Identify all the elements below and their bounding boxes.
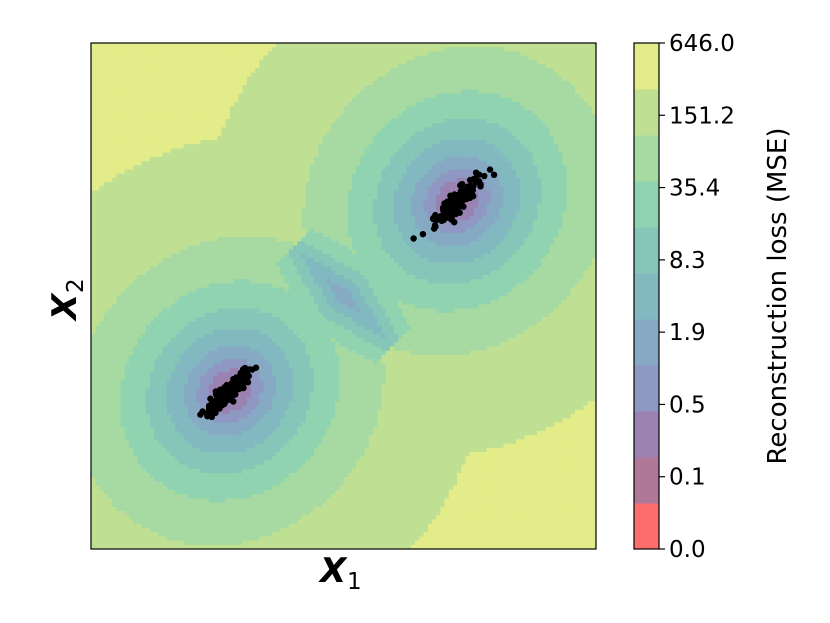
data-point: [226, 393, 233, 401]
data-point: [490, 171, 498, 179]
data-point: [208, 413, 216, 421]
data-point: [450, 203, 457, 211]
data-point: [205, 407, 213, 414]
data-point: [207, 395, 214, 402]
colorbar-band: [634, 503, 659, 550]
data-point: [460, 203, 467, 210]
colorbar-tick-label: 0.5: [669, 392, 706, 418]
data-point: [463, 185, 471, 193]
data-point: [234, 384, 241, 392]
colorbar-band: [634, 273, 659, 320]
scatter-points: [197, 166, 498, 421]
y-axis-title: X 2: [45, 278, 89, 322]
colorbar-label: Reconstruction loss (MSE): [763, 128, 793, 465]
data-point: [228, 384, 235, 392]
data-point: [445, 208, 453, 215]
data-point: [472, 169, 480, 176]
colorbar-band: [634, 89, 659, 136]
colorbar-tick-label: 151.2: [669, 103, 735, 129]
colorbar: 646.0 151.2 35.4 8.3 1.9 0.5 0.1 0.0 Reconstruc…: [633, 31, 793, 563]
data-point: [212, 409, 219, 417]
plot-frame: [90, 42, 597, 550]
data-point: [419, 230, 427, 238]
colorbar-band: [634, 319, 659, 366]
data-point: [437, 214, 444, 222]
data-point: [410, 235, 417, 242]
colorbar-band: [634, 365, 659, 412]
data-point: [448, 214, 455, 222]
data-point: [209, 403, 217, 410]
data-point: [234, 377, 241, 384]
data-point: [219, 401, 226, 409]
colorbar-frame: [633, 42, 660, 550]
colorbar-tick-label: 0.0: [669, 537, 706, 563]
data-point: [468, 190, 476, 198]
x-axis-title-main: X: [318, 551, 348, 591]
y-axis-title-main: X: [45, 292, 85, 322]
data-point: [448, 198, 455, 205]
data-point: [453, 195, 460, 203]
colorbar-band: [634, 457, 659, 504]
y-axis-title-subscript: 2: [63, 278, 89, 293]
colorbar-band: [634, 181, 659, 228]
data-point: [431, 222, 439, 229]
x-axis-title-subscript: 1: [347, 569, 362, 595]
colorbar-band: [634, 43, 659, 90]
data-point: [477, 183, 484, 190]
colorbar-band: [634, 411, 659, 458]
colorbar-bands: [634, 43, 659, 550]
colorbar-tick-label: 0.1: [669, 465, 706, 491]
colorbar-ticks: 646.0 151.2 35.4 8.3 1.9 0.5 0.1 0.0: [659, 31, 735, 563]
data-point: [430, 214, 437, 222]
plot-area: [90, 42, 597, 550]
data-point: [249, 366, 256, 373]
data-point: [197, 411, 204, 418]
colorbar-band: [634, 227, 659, 274]
colorbar-tick-label: 1.9: [669, 320, 706, 346]
colorbar-tick-label: 8.3: [669, 248, 706, 274]
x-axis-title: X 1: [318, 551, 362, 595]
data-point: [459, 181, 466, 188]
data-point: [481, 172, 488, 180]
data-point: [441, 200, 448, 207]
colorbar-band: [634, 135, 659, 182]
colorbar-tick-label: 35.4: [669, 176, 720, 202]
data-point: [212, 391, 220, 398]
data-point: [455, 202, 462, 210]
colorbar-tick-label: 646.0: [669, 31, 735, 57]
data-point: [472, 178, 479, 186]
data-point: [240, 366, 247, 373]
data-point: [239, 373, 247, 380]
data-point: [456, 209, 463, 216]
data-point: [486, 166, 494, 173]
contour-fill: [91, 43, 596, 549]
